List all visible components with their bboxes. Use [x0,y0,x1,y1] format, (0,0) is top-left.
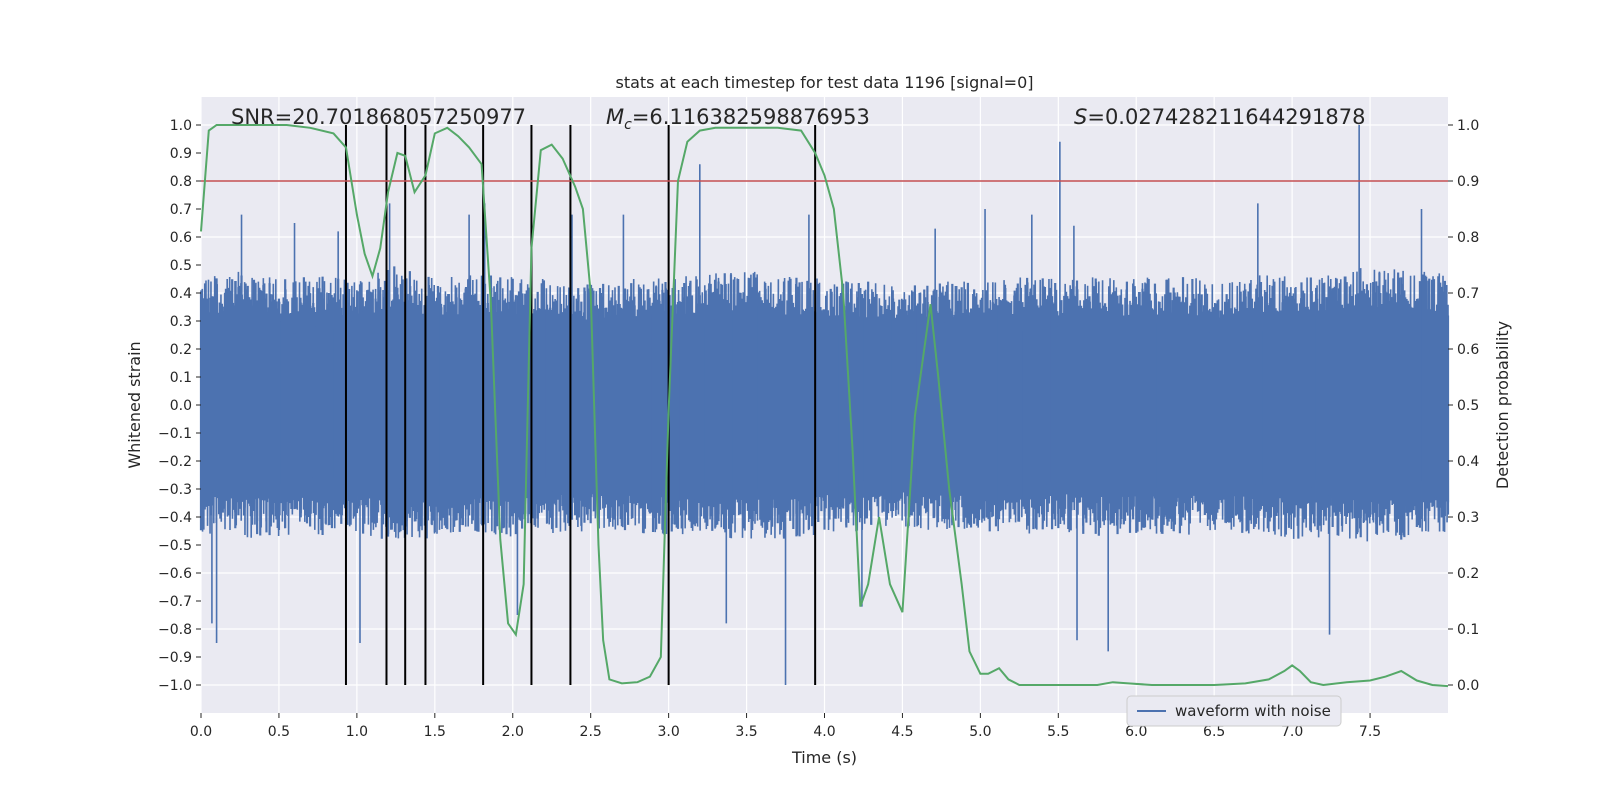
y-tick-label-2: 0.8 [170,174,192,190]
y-tick-label-4: 0.6 [170,230,192,246]
x-axis-label: Time (s) [791,748,857,767]
y-tick-label-15: −0.5 [158,538,192,554]
mc-symbol: M [606,105,624,129]
x-ticks: 0.0 0.5 1.0 1.5 2.0 2.5 3.0 3.5 4.0 4.5 5.0 5.5 6.0 6… [190,713,1381,740]
x-tick-label-5: 2.5 [580,724,602,740]
snr-annotation: SNR=20.701868057250977 [231,105,526,129]
y2-tick-label-9: 0.1 [1457,622,1479,638]
y-ticks-right: 1.0 0.9 0.8 0.7 0.6 0.5 0.4 0.3 0.2 0.1 0.0 [1448,118,1479,694]
y-tick-label-14: −0.4 [158,510,192,526]
y-axis-label: Whitened strain [125,341,144,468]
y-tick-label-11: −0.1 [158,426,192,442]
y-tick-label-1: 0.9 [170,146,192,162]
y2-tick-label-5: 0.5 [1457,398,1479,414]
x-tick-label-8: 4.0 [813,724,835,740]
y-tick-label-3: 0.7 [170,202,192,218]
y-tick-label-13: −0.3 [158,482,192,498]
s-annotation: S=0.027428211644291878 [1074,105,1365,129]
y-tick-label-18: −0.8 [158,622,192,638]
y2-tick-label-1: 0.9 [1457,174,1479,190]
y2-tick-label-8: 0.2 [1457,566,1479,582]
x-tick-label-2: 1.0 [346,724,368,740]
y2-tick-label-6: 0.4 [1457,454,1479,470]
x-tick-label-6: 3.0 [657,724,679,740]
mc-subscript: c [624,117,632,133]
x-tick-label-12: 6.0 [1125,724,1147,740]
probability-line [200,124,1449,688]
y-tick-label-17: −0.7 [158,594,192,610]
y-tick-label-16: −0.6 [158,566,192,582]
s-value: =0.027428211644291878 [1087,105,1365,129]
y-tick-label-8: 0.2 [170,342,192,358]
y2-tick-label-4: 0.6 [1457,342,1479,358]
x-tick-label-9: 4.5 [891,724,913,740]
y-tick-label-5: 0.5 [170,258,192,274]
y-tick-label-20: −1.0 [158,678,192,694]
x-tick-label-15: 7.5 [1359,724,1381,740]
y2-tick-label-10: 0.0 [1457,678,1479,694]
legend-label: waveform with noise [1175,702,1331,720]
x-tick-label-13: 6.5 [1203,724,1225,740]
y2-tick-label-0: 1.0 [1457,118,1479,134]
x-tick-label-7: 3.5 [735,724,757,740]
y-tick-label-6: 0.4 [170,286,192,302]
y-tick-label-9: 0.1 [170,370,192,386]
x-tick-label-1: 0.5 [268,724,290,740]
x-tick-label-11: 5.5 [1047,724,1069,740]
y-tick-label-0: 1.0 [170,118,192,134]
x-tick-label-3: 1.5 [424,724,446,740]
y-tick-label-7: 0.3 [170,314,192,330]
mc-annotation: Mc=6.116382598876953 [606,105,870,133]
x-tick-label-0: 0.0 [190,724,212,740]
chart-title: stats at each timestep for test data 119… [615,73,1033,92]
y2-tick-label-3: 0.7 [1457,286,1479,302]
mc-value: =6.116382598876953 [632,105,870,129]
x-tick-label-4: 2.0 [502,724,524,740]
y2-tick-label-2: 0.8 [1457,230,1479,246]
y-tick-label-10: 0.0 [170,398,192,414]
waveform-series [199,125,1450,685]
legend: waveform with noise [1126,695,1342,727]
s-symbol: S [1074,105,1087,129]
probability-series [200,124,1449,688]
y-tick-label-19: −0.9 [158,650,192,666]
y-tick-label-12: −0.2 [158,454,192,470]
y-ticks-left: 1.0 0.9 0.8 0.7 0.6 0.5 0.4 0.3 0.2 0.1 0.0 −0.1 −0.… [158,118,201,694]
y2-tick-label-7: 0.3 [1457,510,1479,526]
y2-axis-label: Detection probability [1493,321,1512,489]
x-tick-label-14: 7.0 [1281,724,1303,740]
vertical-markers [344,125,817,685]
legend-box [1126,695,1342,727]
x-tick-label-10: 5.0 [969,724,991,740]
